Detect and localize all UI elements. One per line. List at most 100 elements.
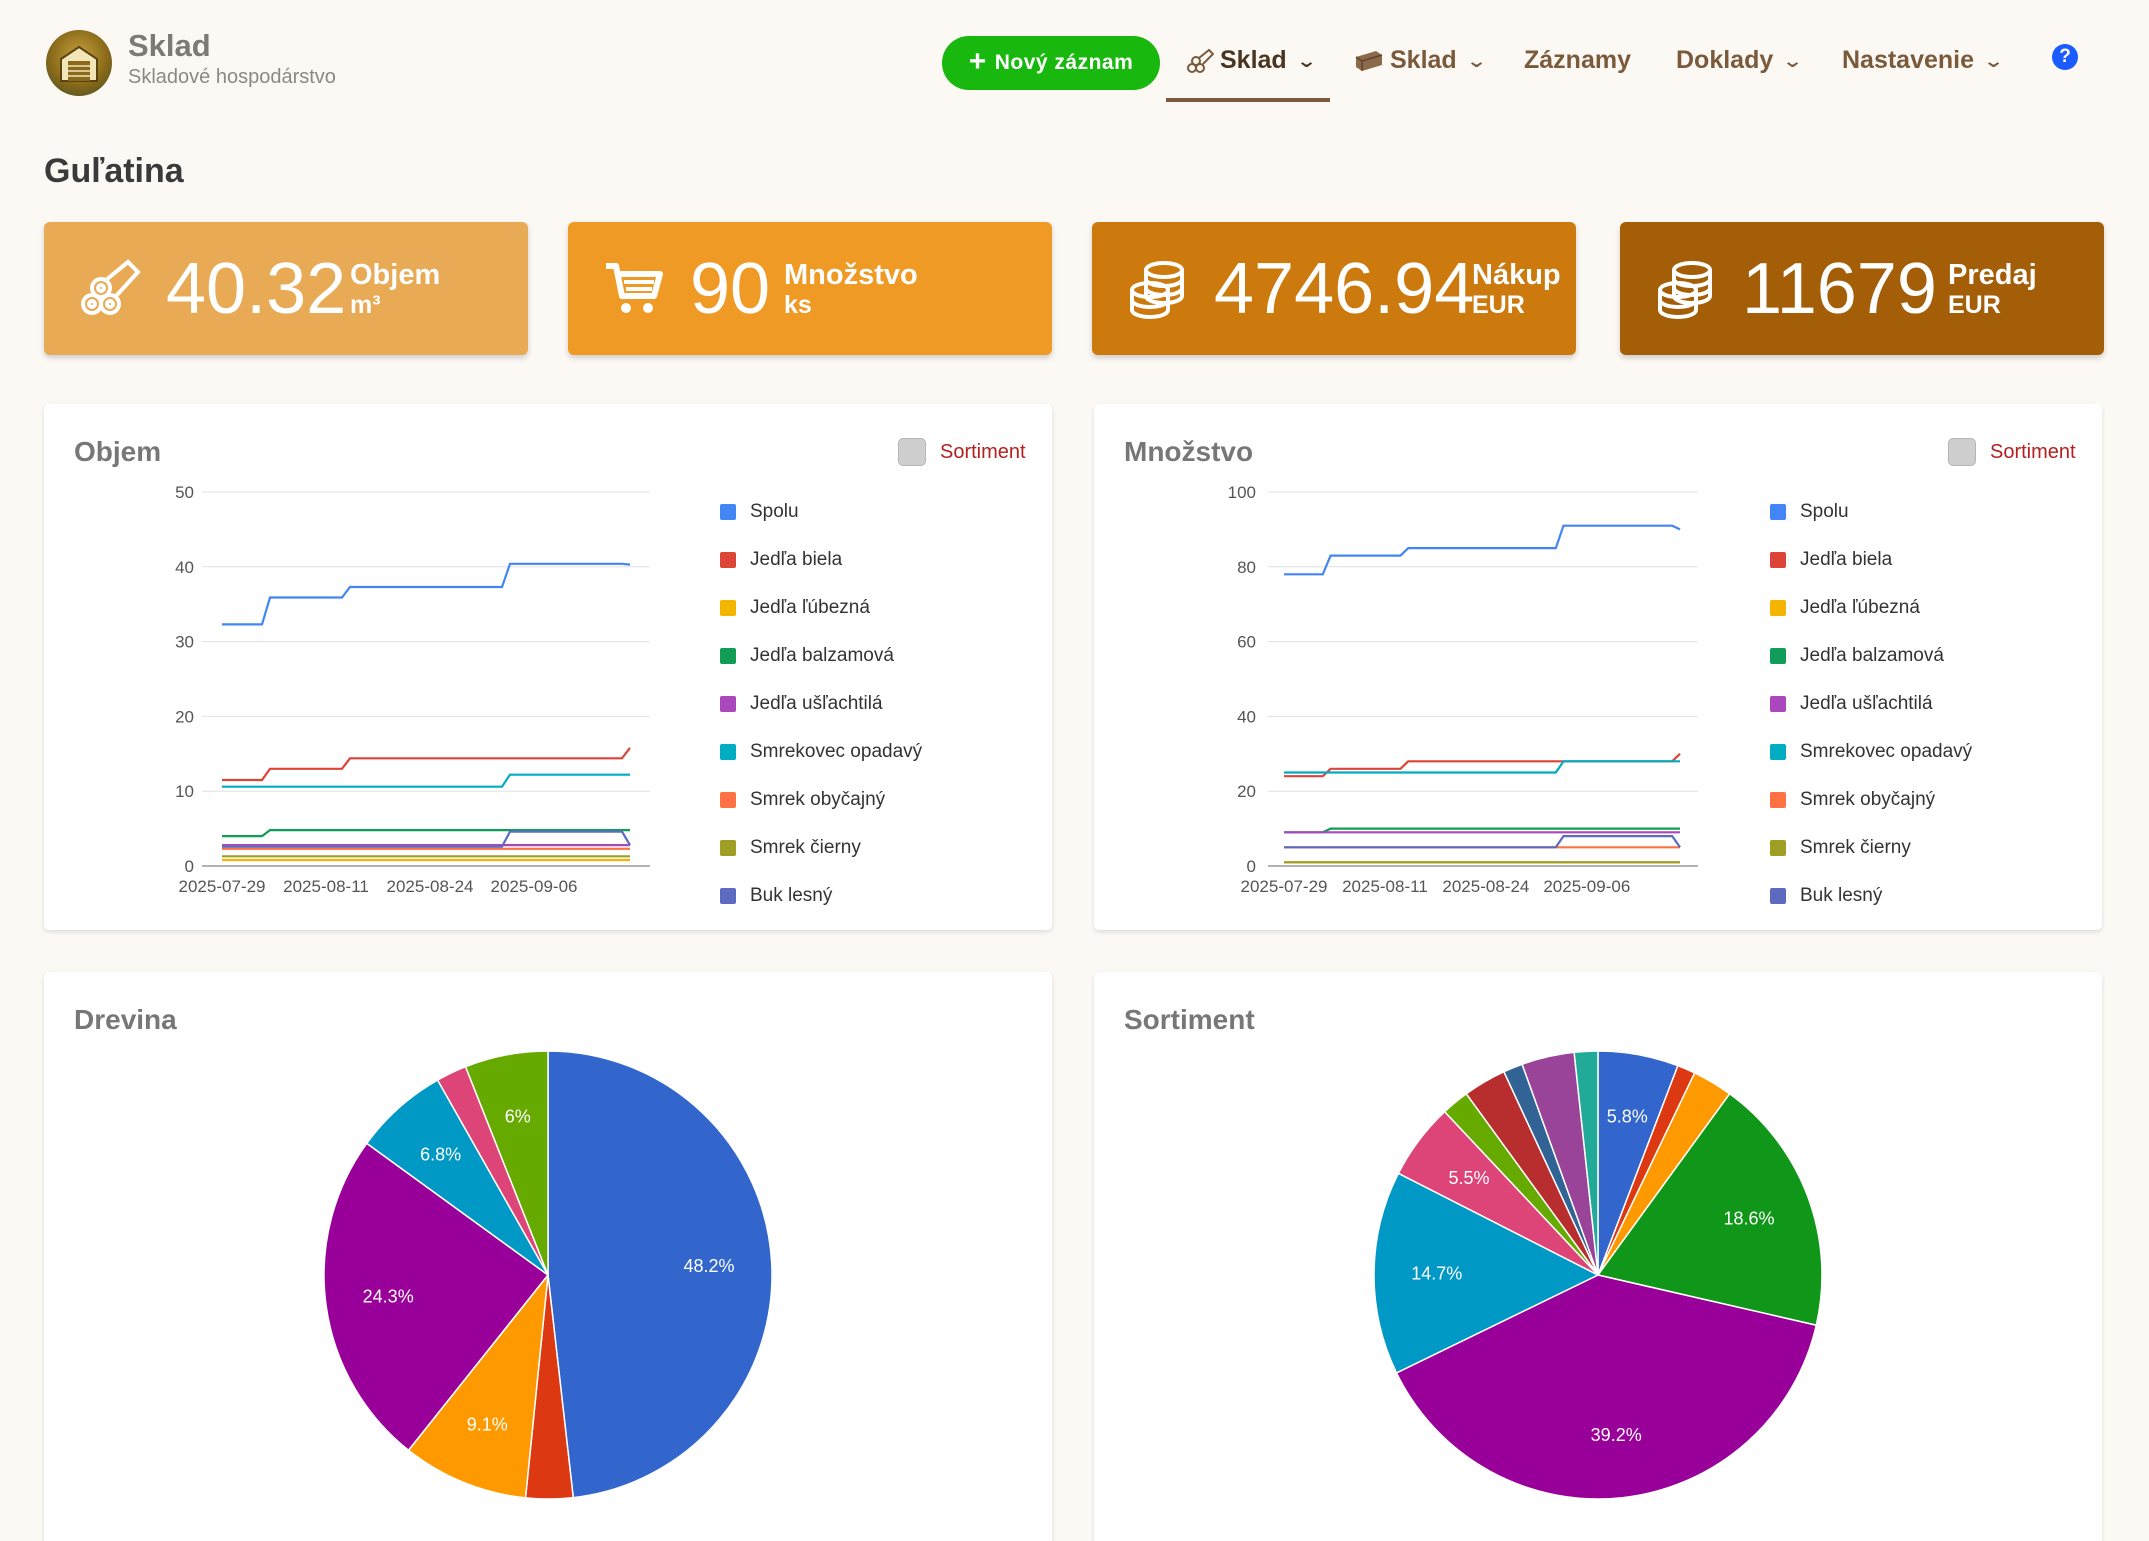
legend-swatch: [1770, 888, 1786, 904]
app-logo-icon[interactable]: [46, 30, 112, 96]
app-subtitle: Skladové hospodárstvo: [128, 66, 336, 88]
legend-label: Spolu: [750, 501, 799, 522]
y-tick-label: 10: [175, 782, 194, 801]
nav-zaznamy[interactable]: Záznamy: [1524, 46, 1631, 75]
legend-item[interactable]: Smrek obyčajný: [720, 776, 922, 824]
series-line[interactable]: [222, 747, 631, 782]
pie-slice[interactable]: [547, 1050, 773, 1499]
series-line[interactable]: [1284, 827, 1680, 834]
stat-card-mnozstvo: 90 Množstvo ks: [568, 222, 1052, 355]
pie-slice[interactable]: [1596, 1092, 1823, 1327]
series-line[interactable]: [222, 829, 630, 838]
legend-label: Buk lesný: [750, 885, 833, 906]
y-tick-label: 20: [1237, 782, 1256, 801]
nav-doklady[interactable]: Doklady ⌄: [1676, 46, 1803, 75]
chart-title: Sortiment: [1124, 1004, 1255, 1035]
legend-item[interactable]: Jedľa balzamová: [720, 632, 922, 680]
stat-value: 4746.94: [1214, 249, 1475, 329]
pie-slice[interactable]: [407, 1272, 550, 1499]
legend-item[interactable]: Spolu: [720, 488, 922, 536]
legend-label: Smrek obyčajný: [1800, 789, 1936, 810]
legend-label: Jedľa ľúbezná: [750, 597, 870, 618]
help-icon[interactable]: ?: [2052, 44, 2078, 70]
legend-item[interactable]: Smrekovec opadavý: [1770, 728, 1972, 776]
logs-icon: [1187, 48, 1214, 73]
legend-item[interactable]: Buk lesný: [1770, 872, 1972, 920]
legend-item[interactable]: Smrek čierny: [720, 824, 922, 872]
legend-swatch: [720, 600, 736, 616]
legend-item[interactable]: Jedľa ušľachtilá: [720, 680, 922, 728]
legend-item[interactable]: Spolu: [1770, 488, 1972, 536]
slice-label: 9.1%: [467, 1414, 508, 1434]
nav-sklad-logs[interactable]: Sklad ⌄: [1186, 46, 1317, 75]
x-tick-label: 2025-07-29: [1241, 877, 1328, 896]
slice-label: 6%: [505, 1107, 531, 1127]
toggle-label: Sortiment: [940, 440, 1026, 463]
app-title[interactable]: Sklad: [128, 28, 211, 63]
pie-slice[interactable]: [323, 1142, 550, 1452]
legend-item[interactable]: Jedľa biela: [1770, 536, 1972, 584]
legend-swatch: [720, 840, 736, 856]
slice-label: 5.5%: [1449, 1168, 1490, 1188]
legend-swatch: [1770, 792, 1786, 808]
y-tick-label: 40: [1237, 707, 1256, 726]
boards-icon: [1355, 50, 1383, 71]
objem-chart-panel: Objem Sortiment 0 10 20 30 40 50 2025-07-29 202…: [44, 404, 1052, 930]
series-line[interactable]: [222, 773, 630, 788]
legend-swatch: [1770, 504, 1786, 520]
nav-nastavenie[interactable]: Nastavenie ⌄: [1842, 46, 2005, 75]
chart-title: Drevina: [74, 1004, 177, 1035]
slice-label: 5.8%: [1607, 1106, 1648, 1126]
legend-label: Smrek obyčajný: [750, 789, 886, 810]
legend-label: Smrek čierny: [750, 837, 861, 858]
legend-swatch: [720, 552, 736, 568]
sortiment-toggle[interactable]: Sortiment: [1948, 438, 2076, 466]
stat-value: 11679: [1742, 249, 1937, 329]
chevron-down-icon: ⌄: [1983, 51, 2005, 71]
x-tick-label: 2025-08-24: [1442, 877, 1529, 896]
active-tab-indicator: [1166, 98, 1330, 102]
y-tick-label: 0: [1247, 857, 1256, 876]
pie-slice[interactable]: [1395, 1274, 1818, 1500]
series-line[interactable]: [222, 562, 631, 626]
legend-item[interactable]: Jedľa ľúbezná: [720, 584, 922, 632]
y-tick-label: 40: [175, 558, 194, 577]
legend-swatch: [720, 648, 736, 664]
legend-label: Smrek čierny: [1800, 837, 1911, 858]
checkbox[interactable]: [1948, 438, 1976, 466]
sortiment-toggle[interactable]: Sortiment: [898, 438, 1026, 466]
series-line[interactable]: [1284, 760, 1680, 774]
page-title: Guľatina: [44, 152, 184, 190]
legend-swatch: [1770, 648, 1786, 664]
pie-slice[interactable]: [464, 1050, 549, 1276]
new-record-button[interactable]: + Nový záznam: [942, 36, 1160, 90]
legend-item[interactable]: Smrekovec opadavý: [720, 728, 922, 776]
legend-item[interactable]: Jedľa balzamová: [1770, 632, 1972, 680]
series-line[interactable]: [222, 830, 631, 848]
legend-item[interactable]: Jedľa biela: [720, 536, 922, 584]
stat-label: Predaj: [1948, 259, 2037, 291]
new-record-label: Nový záznam: [994, 51, 1134, 74]
legend-item[interactable]: Jedľa ľúbezná: [1770, 584, 1972, 632]
nav-sklad-boards[interactable]: Sklad ⌄: [1354, 46, 1487, 75]
legend-item[interactable]: Jedľa ušľachtilá: [1770, 680, 1972, 728]
y-tick-label: 80: [1237, 558, 1256, 577]
warehouse-icon: [60, 45, 98, 82]
pie-slice[interactable]: [1573, 1050, 1599, 1276]
sortiment-pie-chart: 5.8% 18.6% 39.2% 14.7% 5.5%: [1373, 1050, 1823, 1500]
series-line[interactable]: [1284, 524, 1681, 576]
checkbox[interactable]: [898, 438, 926, 466]
legend-swatch: [1770, 696, 1786, 712]
nav-doklady-label: Doklady: [1676, 46, 1774, 74]
legend-item[interactable]: Buk lesný: [720, 872, 922, 920]
x-tick-label: 2025-07-29: [179, 877, 266, 896]
legend-item[interactable]: Smrek obyčajný: [1770, 776, 1972, 824]
objem-line-chart: 0 10 20 30 40 50 2025-07-29 2025-08-11 2025-08-2…: [175, 483, 650, 896]
sortiment-chart-panel: Sortiment 5.8% 18.6% 39.2% 14.7% 5.5%: [1094, 972, 2102, 1541]
legend-item[interactable]: Smrek čierny: [1770, 824, 1972, 872]
pie-slice[interactable]: [1373, 1172, 1600, 1374]
logs-icon: [81, 259, 141, 315]
chart-legend: Spolu Jedľa biela Jedľa ľúbezná Jedľa balza…: [1770, 488, 1972, 920]
legend-label: Spolu: [1800, 501, 1849, 522]
series-line[interactable]: [1284, 835, 1681, 849]
